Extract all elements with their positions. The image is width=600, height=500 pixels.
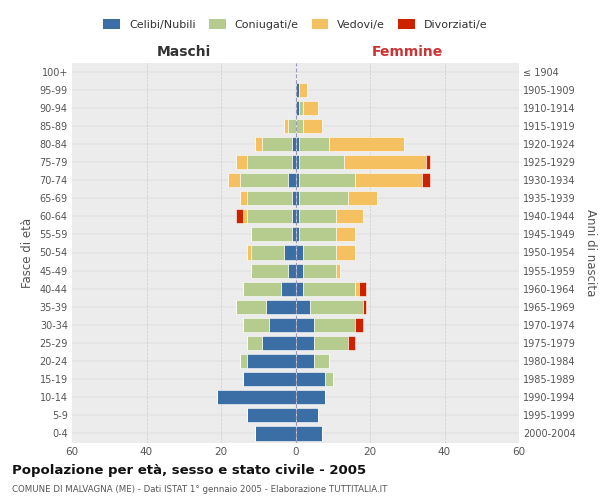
Bar <box>281 282 296 296</box>
Bar <box>269 318 296 332</box>
Bar <box>299 191 347 206</box>
Bar <box>347 191 377 206</box>
Bar <box>217 390 296 404</box>
Bar <box>296 372 325 386</box>
Bar <box>266 300 296 314</box>
Bar <box>288 119 296 133</box>
Bar <box>329 137 404 151</box>
Bar <box>296 119 303 133</box>
Bar <box>262 137 292 151</box>
Bar <box>337 210 362 224</box>
Bar <box>426 155 430 169</box>
Bar <box>296 210 299 224</box>
Bar <box>284 119 288 133</box>
Bar <box>288 173 296 187</box>
Bar <box>296 390 325 404</box>
Bar <box>296 100 299 115</box>
Bar <box>303 246 337 260</box>
Y-axis label: Fasce di età: Fasce di età <box>21 218 34 288</box>
Bar <box>299 228 337 241</box>
Bar <box>296 137 299 151</box>
Bar <box>355 282 359 296</box>
Bar <box>337 228 355 241</box>
Bar <box>247 210 292 224</box>
Bar <box>314 336 347 350</box>
Bar <box>314 354 329 368</box>
Bar <box>314 318 355 332</box>
Bar <box>337 246 355 260</box>
Bar <box>422 173 430 187</box>
Bar <box>355 318 362 332</box>
Bar <box>247 408 296 422</box>
Bar <box>299 173 355 187</box>
Bar <box>292 155 296 169</box>
Bar <box>247 336 262 350</box>
Bar <box>310 300 362 314</box>
Bar <box>299 137 329 151</box>
Bar <box>296 336 314 350</box>
Bar <box>296 318 314 332</box>
Bar <box>262 336 296 350</box>
Bar <box>344 155 426 169</box>
Bar <box>296 354 314 368</box>
Bar <box>296 426 322 440</box>
Bar <box>303 100 318 115</box>
Bar <box>247 155 292 169</box>
Bar <box>292 137 296 151</box>
Bar <box>292 228 296 241</box>
Text: Femmine: Femmine <box>371 45 443 59</box>
Bar <box>251 264 288 278</box>
Bar <box>299 82 307 96</box>
Bar <box>284 246 296 260</box>
Bar <box>288 264 296 278</box>
Bar <box>303 282 355 296</box>
Bar <box>296 408 318 422</box>
Bar <box>296 300 310 314</box>
Bar <box>251 246 284 260</box>
Bar <box>296 264 303 278</box>
Bar <box>296 173 299 187</box>
Bar <box>347 336 355 350</box>
Bar <box>244 282 281 296</box>
Bar <box>254 137 262 151</box>
Bar <box>251 228 292 241</box>
Bar <box>296 282 303 296</box>
Bar <box>247 191 292 206</box>
Bar <box>244 210 247 224</box>
Bar <box>254 426 296 440</box>
Bar <box>292 210 296 224</box>
Legend: Celibi/Nubili, Coniugati/e, Vedovi/e, Divorziati/e: Celibi/Nubili, Coniugati/e, Vedovi/e, Di… <box>99 15 492 34</box>
Bar <box>296 228 299 241</box>
Bar <box>292 191 296 206</box>
Bar <box>337 264 340 278</box>
Bar <box>299 210 337 224</box>
Text: Popolazione per età, sesso e stato civile - 2005: Popolazione per età, sesso e stato civil… <box>12 464 366 477</box>
Bar <box>299 155 344 169</box>
Bar <box>303 264 337 278</box>
Text: COMUNE DI MALVAGNA (ME) - Dati ISTAT 1° gennaio 2005 - Elaborazione TUTTITALIA.I: COMUNE DI MALVAGNA (ME) - Dati ISTAT 1° … <box>12 485 388 494</box>
Bar <box>303 119 322 133</box>
Bar <box>239 354 247 368</box>
Bar <box>296 246 303 260</box>
Bar <box>244 318 269 332</box>
Bar <box>296 191 299 206</box>
Bar <box>236 210 244 224</box>
Bar <box>236 300 266 314</box>
Bar <box>236 155 247 169</box>
Bar <box>229 173 239 187</box>
Bar <box>239 191 247 206</box>
Text: Maschi: Maschi <box>157 45 211 59</box>
Bar <box>296 82 299 96</box>
Bar <box>239 173 288 187</box>
Bar <box>244 372 296 386</box>
Bar <box>355 173 422 187</box>
Bar <box>325 372 333 386</box>
Bar <box>296 155 299 169</box>
Bar <box>359 282 366 296</box>
Bar <box>247 246 251 260</box>
Y-axis label: Anni di nascita: Anni di nascita <box>584 209 598 296</box>
Bar <box>362 300 366 314</box>
Bar <box>247 354 296 368</box>
Bar <box>299 100 303 115</box>
